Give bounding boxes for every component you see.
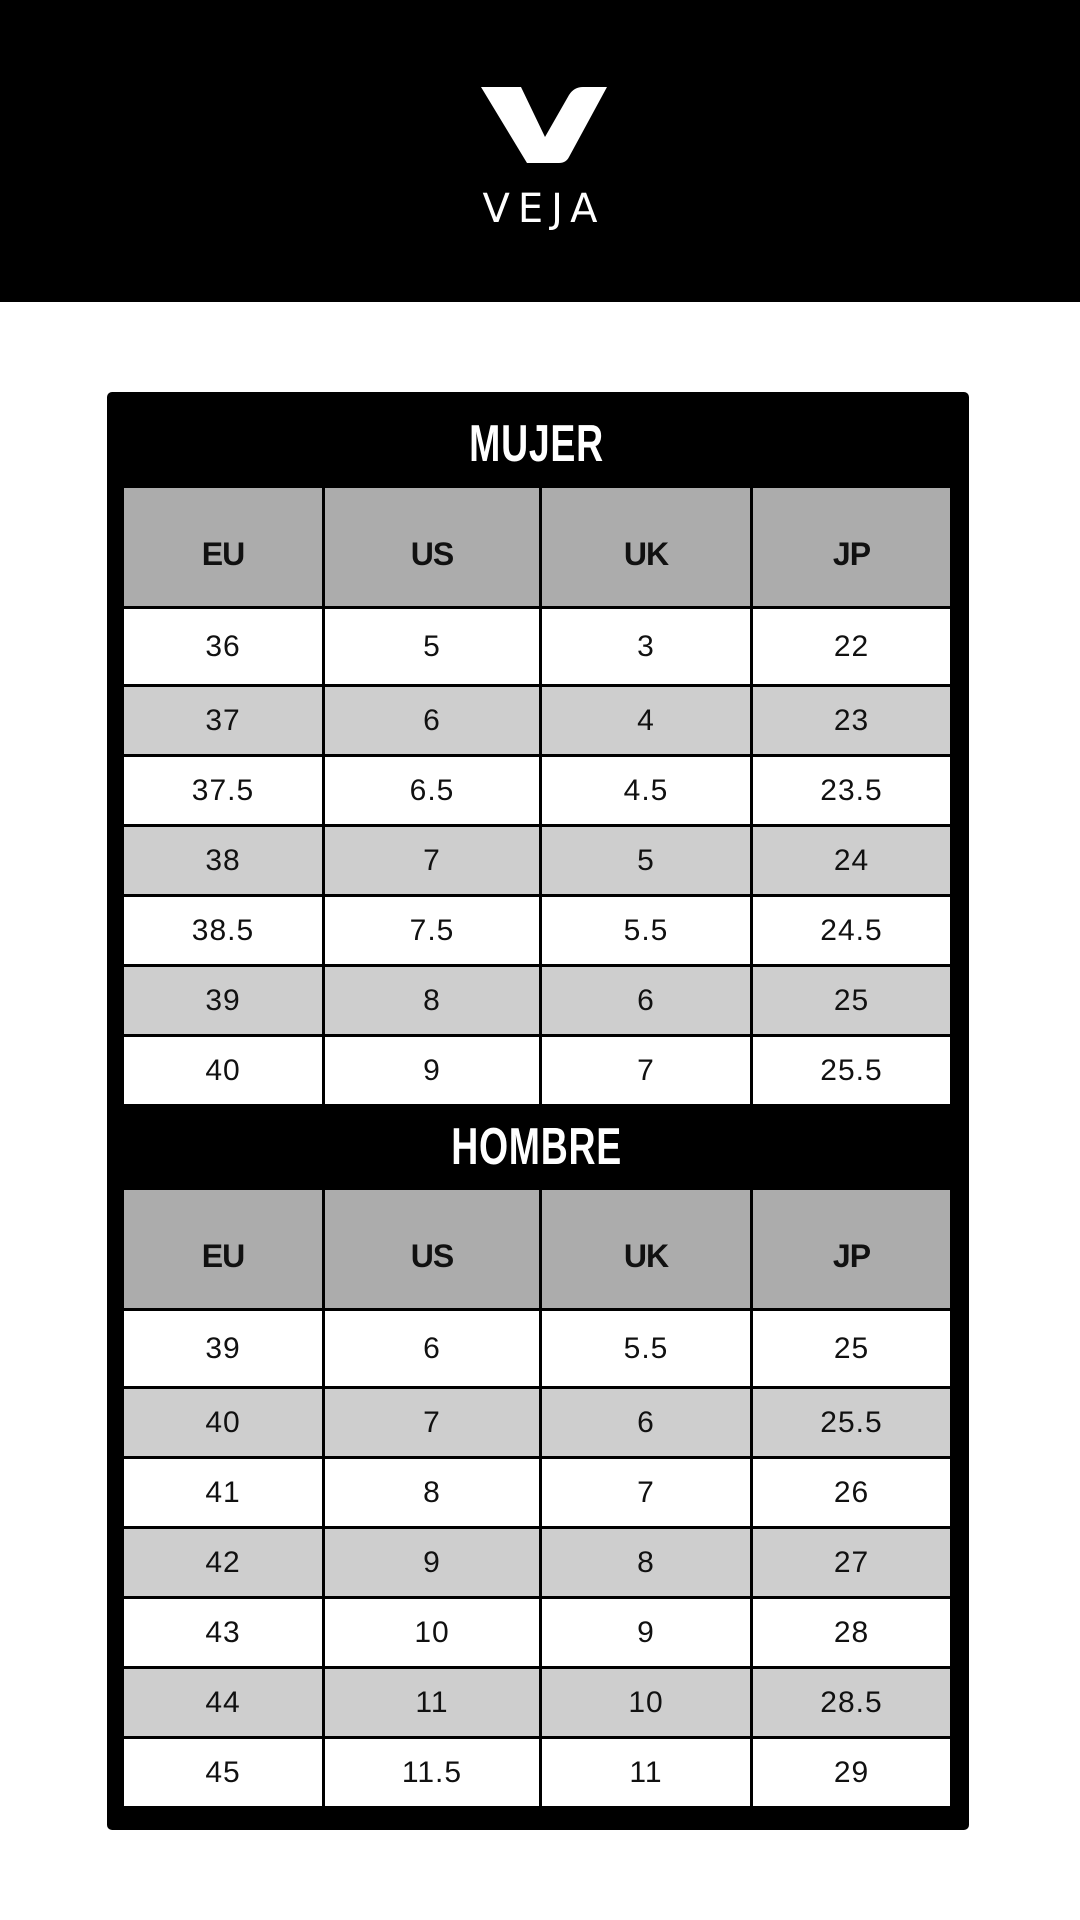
table-cell-jp: 28 <box>753 1599 950 1666</box>
column-header-uk: UK <box>542 1190 750 1308</box>
table-cell-eu: 40 <box>124 1389 322 1456</box>
table-cell-eu: 43 <box>124 1599 322 1666</box>
table-cell-eu: 41 <box>124 1459 322 1526</box>
table-cell-eu: 42 <box>124 1529 322 1596</box>
table-cell-jp: 23 <box>753 687 950 754</box>
column-header-us: US <box>325 488 539 606</box>
table-cell-us: 9 <box>325 1529 539 1596</box>
table-cell-uk: 11 <box>542 1739 750 1806</box>
table-cell-uk: 5.5 <box>542 1311 750 1386</box>
table-cell-uk: 9 <box>542 1599 750 1666</box>
table-cell-us: 6 <box>325 1311 539 1386</box>
size-table-mujer: EU US UK JP 36 5 3 22 37 6 4 23 37.5 6.5 4.5 23.5 38 7 5 24… <box>124 488 950 1104</box>
table-cell-us: 8 <box>325 967 539 1034</box>
table-cell-eu: 40 <box>124 1037 322 1104</box>
table-cell-uk: 6 <box>542 967 750 1034</box>
column-header-us: US <box>325 1190 539 1308</box>
table-cell-us: 5 <box>325 609 539 684</box>
table-cell-jp: 25.5 <box>753 1389 950 1456</box>
table-cell-eu: 38.5 <box>124 897 322 964</box>
column-header-eu: EU <box>124 488 322 606</box>
table-cell-eu: 45 <box>124 1739 322 1806</box>
table-cell-jp: 27 <box>753 1529 950 1596</box>
table-cell-us: 11 <box>325 1669 539 1736</box>
table-cell-eu: 38 <box>124 827 322 894</box>
table-cell-jp: 22 <box>753 609 950 684</box>
table-cell-eu: 39 <box>124 1311 322 1386</box>
table-cell-jp: 23.5 <box>753 757 950 824</box>
table-cell-jp: 28.5 <box>753 1669 950 1736</box>
table-cell-uk: 7 <box>542 1037 750 1104</box>
brand-name: VEJA <box>482 186 606 232</box>
table-cell-uk: 3 <box>542 609 750 684</box>
veja-logo-icon <box>481 87 607 163</box>
table-cell-us: 6 <box>325 687 539 754</box>
section-title-hombre: HOMBRE <box>451 1118 623 1176</box>
brand-header: VEJA <box>0 0 1080 302</box>
size-chart: MUJER EU US UK JP 36 5 3 22 37 6 4 23 37.5 6.5 4.5 23.5… <box>107 392 969 1830</box>
size-table-hombre: EU US UK JP 39 6 5.5 25 40 7 6 25.5 41 8 7 26 42 9 8 27 43 10… <box>124 1190 950 1806</box>
table-cell-jp: 24 <box>753 827 950 894</box>
table-cell-us: 6.5 <box>325 757 539 824</box>
table-cell-eu: 37.5 <box>124 757 322 824</box>
table-cell-uk: 5.5 <box>542 897 750 964</box>
table-cell-us: 11.5 <box>325 1739 539 1806</box>
section-title-mujer: MUJER <box>469 415 605 473</box>
table-cell-us: 7 <box>325 827 539 894</box>
table-cell-uk: 7 <box>542 1459 750 1526</box>
table-cell-jp: 29 <box>753 1739 950 1806</box>
table-cell-uk: 6 <box>542 1389 750 1456</box>
table-cell-us: 7 <box>325 1389 539 1456</box>
table-cell-us: 9 <box>325 1037 539 1104</box>
table-cell-jp: 25.5 <box>753 1037 950 1104</box>
table-cell-jp: 25 <box>753 1311 950 1386</box>
table-cell-jp: 26 <box>753 1459 950 1526</box>
table-cell-us: 10 <box>325 1599 539 1666</box>
table-cell-uk: 5 <box>542 827 750 894</box>
table-cell-uk: 10 <box>542 1669 750 1736</box>
table-cell-eu: 36 <box>124 609 322 684</box>
column-header-eu: EU <box>124 1190 322 1308</box>
table-cell-uk: 8 <box>542 1529 750 1596</box>
table-cell-us: 7.5 <box>325 897 539 964</box>
table-cell-us: 8 <box>325 1459 539 1526</box>
column-header-jp: JP <box>753 488 950 606</box>
table-cell-eu: 39 <box>124 967 322 1034</box>
table-cell-uk: 4.5 <box>542 757 750 824</box>
column-header-jp: JP <box>753 1190 950 1308</box>
table-cell-eu: 44 <box>124 1669 322 1736</box>
table-cell-eu: 37 <box>124 687 322 754</box>
table-cell-jp: 25 <box>753 967 950 1034</box>
table-cell-uk: 4 <box>542 687 750 754</box>
table-cell-jp: 24.5 <box>753 897 950 964</box>
column-header-uk: UK <box>542 488 750 606</box>
